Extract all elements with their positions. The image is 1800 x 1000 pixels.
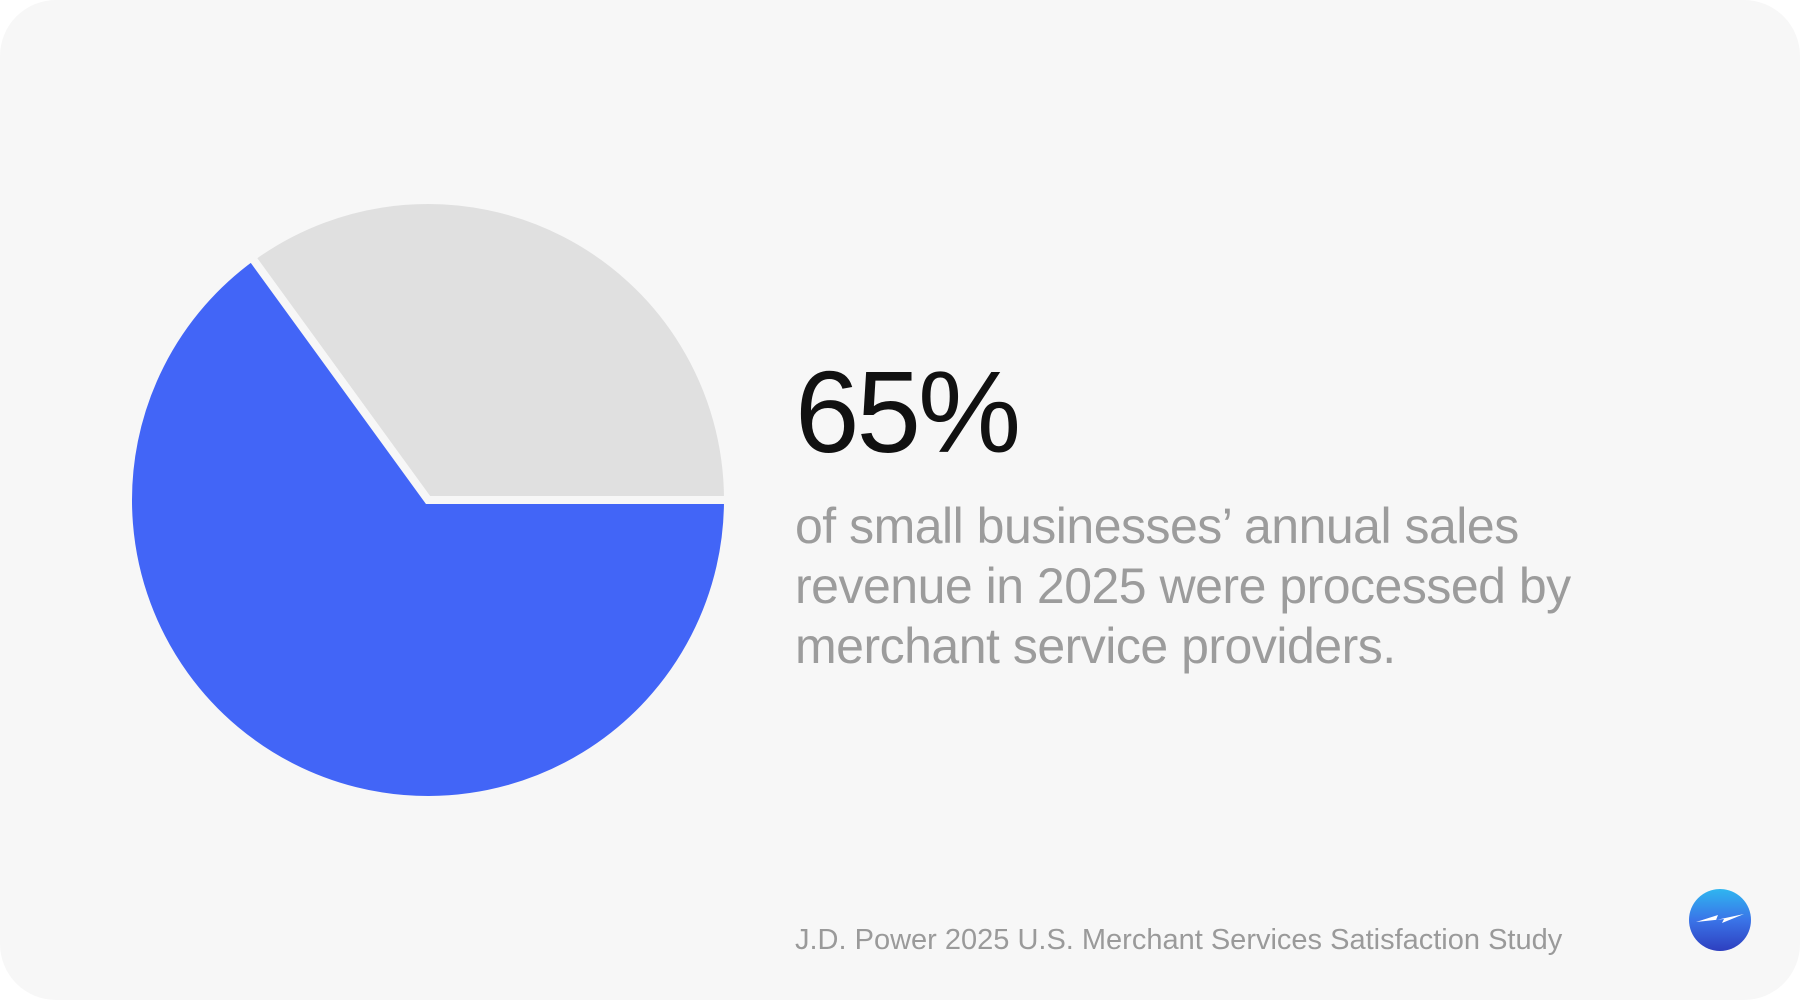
stat-description-line: revenue in 2025 were processed by (795, 558, 1571, 614)
lightning-bolt-icon (1689, 889, 1751, 951)
stat-description-line: merchant service providers. (795, 618, 1396, 674)
stat-description-line: of small businesses’ annual sales (795, 498, 1519, 554)
stat-description: of small businesses’ annual sales revenu… (795, 496, 1695, 676)
stat-value: 65% (795, 347, 1021, 477)
pie-chart (124, 196, 733, 804)
source-citation: J.D. Power 2025 U.S. Merchant Services S… (795, 924, 1563, 956)
pie-slice-remainder (246, 196, 733, 504)
pie-slice-highlighted (124, 251, 733, 804)
